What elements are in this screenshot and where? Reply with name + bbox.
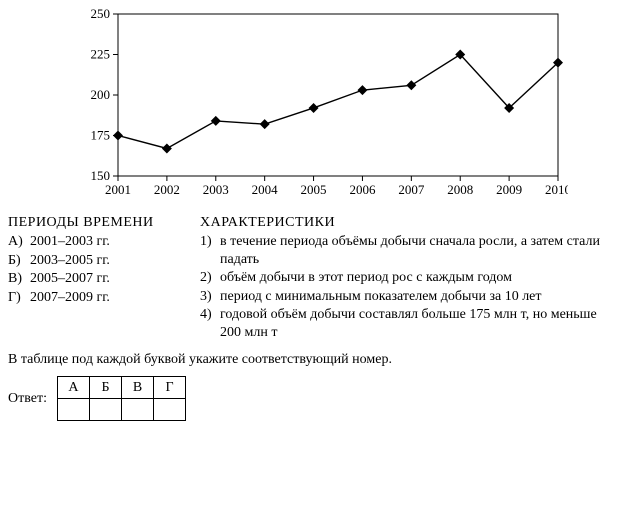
period-marker: Г) <box>8 289 30 307</box>
svg-text:2002: 2002 <box>154 182 180 197</box>
answer-input-cell[interactable] <box>121 399 153 421</box>
periods-list: А)2001–2003 гг.Б)2003–2005 гг.В)2005–200… <box>8 233 188 306</box>
svg-text:2009: 2009 <box>496 182 522 197</box>
characteristic-item: 1)в течение периода объёмы добычи сначал… <box>200 233 610 268</box>
characteristic-marker: 4) <box>200 306 220 341</box>
svg-text:150: 150 <box>91 168 111 183</box>
svg-text:200: 200 <box>91 87 111 102</box>
content-columns: ПЕРИОДЫ ВРЕМЕНИ А)2001–2003 гг.Б)2003–20… <box>8 215 610 342</box>
characteristic-text: период с минимальным показателем добычи … <box>220 288 610 306</box>
answer-input-cell[interactable] <box>153 399 185 421</box>
characteristic-marker: 1) <box>200 233 220 268</box>
period-item: Г)2007–2009 гг. <box>8 289 188 307</box>
period-text: 2001–2003 гг. <box>30 233 110 251</box>
svg-text:175: 175 <box>91 128 111 143</box>
svg-text:2010: 2010 <box>545 182 568 197</box>
characteristic-item: 2)объём добычи в этот период рос с кажды… <box>200 269 610 287</box>
characteristic-marker: 2) <box>200 269 220 287</box>
characteristics-list: 1)в течение периода объёмы добычи сначал… <box>200 233 610 341</box>
chart-container: 150 175 200 225 250 2001 2002 2003 2004 2005 2006 2… <box>78 4 610 209</box>
periods-title: ПЕРИОДЫ ВРЕМЕНИ <box>8 215 188 231</box>
answer-header-cell: Б <box>89 377 121 399</box>
characteristic-text: в течение периода объёмы добычи сначала … <box>220 233 610 268</box>
answer-header-cell: А <box>57 377 89 399</box>
line-chart: 150 175 200 225 250 2001 2002 2003 2004 2005 2006 2… <box>78 4 568 204</box>
characteristics-title: ХАРАКТЕРИСТИКИ <box>200 215 610 231</box>
characteristic-text: объём добычи в этот период рос с каждым … <box>220 269 610 287</box>
answer-input-cell[interactable] <box>89 399 121 421</box>
period-text: 2005–2007 гг. <box>30 270 110 288</box>
periods-column: ПЕРИОДЫ ВРЕМЕНИ А)2001–2003 гг.Б)2003–20… <box>8 215 188 342</box>
svg-text:2001: 2001 <box>105 182 131 197</box>
period-text: 2007–2009 гг. <box>30 289 110 307</box>
answer-header-row: АБВГ <box>57 377 185 399</box>
answer-header-cell: Г <box>153 377 185 399</box>
svg-text:2007: 2007 <box>398 182 425 197</box>
answer-header-cell: В <box>121 377 153 399</box>
period-marker: Б) <box>8 252 30 270</box>
answer-table: АБВГ <box>57 376 186 421</box>
instruction-text: В таблице под каждой буквой укажите соот… <box>8 352 610 368</box>
period-text: 2003–2005 гг. <box>30 252 110 270</box>
characteristic-item: 4)годовой объём добычи составлял больше … <box>200 306 610 341</box>
svg-text:2003: 2003 <box>203 182 229 197</box>
svg-text:2008: 2008 <box>447 182 473 197</box>
characteristic-marker: 3) <box>200 288 220 306</box>
characteristic-item: 3)период с минимальным показателем добыч… <box>200 288 610 306</box>
svg-text:250: 250 <box>91 6 111 21</box>
answer-input-cell[interactable] <box>57 399 89 421</box>
svg-text:225: 225 <box>91 47 111 62</box>
answer-input-row <box>57 399 185 421</box>
answer-row: Ответ: АБВГ <box>8 376 610 421</box>
characteristics-column: ХАРАКТЕРИСТИКИ 1)в течение периода объём… <box>200 215 610 342</box>
svg-text:2005: 2005 <box>301 182 327 197</box>
svg-text:2004: 2004 <box>252 182 279 197</box>
period-item: В)2005–2007 гг. <box>8 270 188 288</box>
answer-label: Ответ: <box>8 391 47 407</box>
svg-text:2006: 2006 <box>349 182 376 197</box>
period-item: Б)2003–2005 гг. <box>8 252 188 270</box>
period-marker: А) <box>8 233 30 251</box>
period-marker: В) <box>8 270 30 288</box>
characteristic-text: годовой объём добычи составлял больше 17… <box>220 306 610 341</box>
period-item: А)2001–2003 гг. <box>8 233 188 251</box>
